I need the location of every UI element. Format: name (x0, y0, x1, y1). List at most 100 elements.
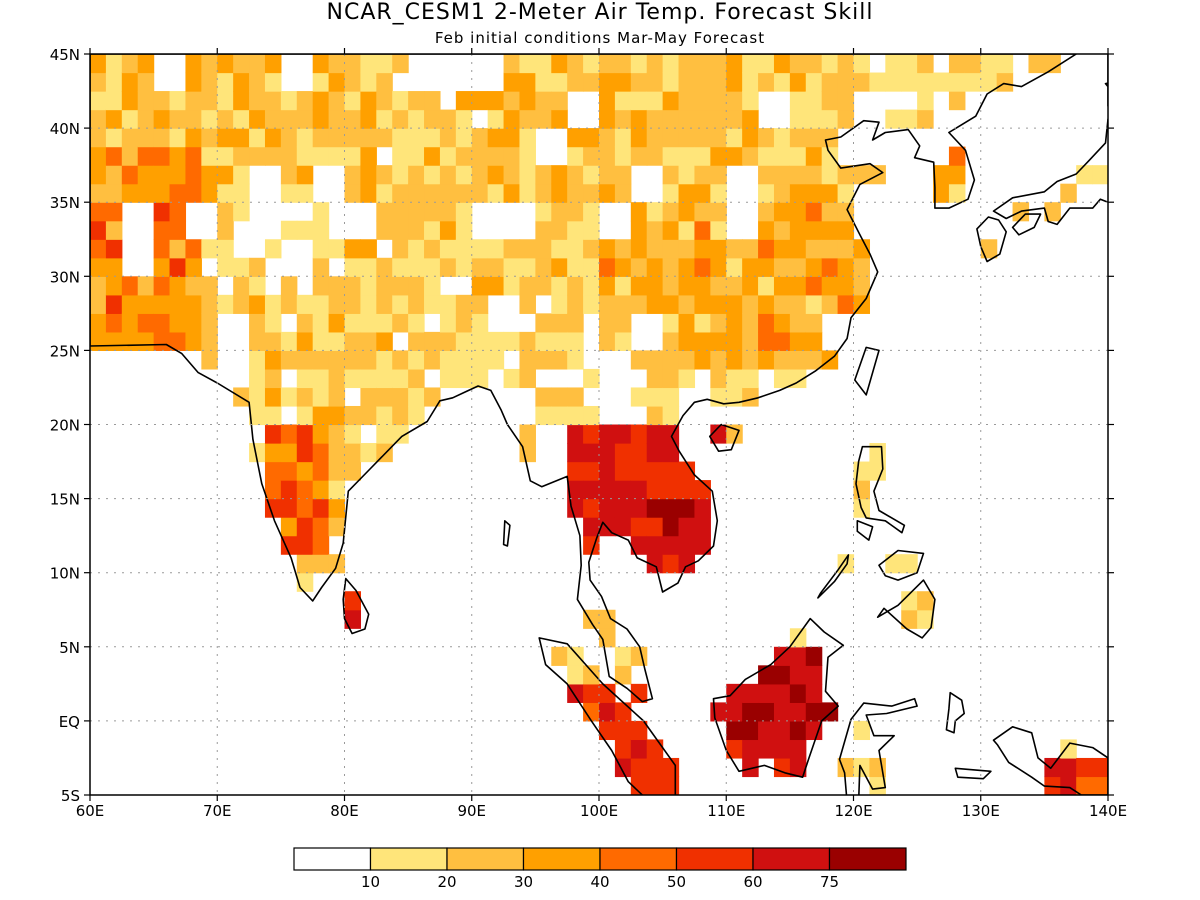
skill-cell (789, 313, 807, 333)
skill-cell (646, 480, 664, 500)
colorbar: 10 20 30 40 50 60 75 (293, 847, 907, 891)
skill-cell (726, 72, 743, 92)
skill-cell (567, 665, 584, 685)
skill-cell (742, 350, 759, 370)
skill-cell (630, 276, 648, 296)
skill-cell (789, 72, 807, 92)
skill-cell (662, 776, 680, 795)
skill-cell (455, 331, 473, 351)
skill-cell (1076, 757, 1093, 778)
skill-cell (344, 443, 362, 463)
skill-cell (773, 165, 791, 185)
skill-cell (217, 146, 234, 166)
skill-cell (233, 109, 250, 129)
skill-cell (455, 202, 473, 222)
skill-cell (630, 739, 648, 759)
skill-cell (344, 183, 362, 203)
skill-cell (583, 128, 600, 148)
skill-cell (137, 183, 155, 203)
skill-cell (678, 128, 696, 148)
skill-cell (917, 72, 934, 92)
skill-cell (583, 368, 600, 389)
skill-cell (360, 257, 377, 277)
skill-cell (471, 331, 489, 351)
skill-cell (185, 276, 202, 296)
skill-cell (392, 368, 409, 389)
skill-cell (789, 276, 807, 296)
skill-cell (105, 91, 123, 111)
skill-cell (551, 109, 568, 129)
skill-cell (90, 91, 107, 111)
x-tick-label: 130E (962, 802, 1000, 820)
skill-cell (439, 239, 457, 259)
skill-cell (312, 294, 330, 314)
skill-cell (599, 54, 616, 74)
skill-cell (169, 313, 187, 333)
skill-cell (328, 91, 346, 111)
skill-cell (694, 480, 711, 500)
skill-cell (758, 313, 775, 333)
skill-cell (392, 128, 409, 148)
skill-cell (233, 165, 250, 185)
skill-cell (646, 109, 664, 129)
skill-cell (392, 91, 409, 111)
skill-cell (599, 146, 616, 166)
skill-cell (201, 276, 218, 296)
skill-cell (185, 146, 202, 166)
skill-cell (662, 368, 680, 389)
skill-cell (742, 757, 759, 778)
skill-cell (646, 146, 664, 166)
skill-cell (408, 331, 425, 351)
skill-cell (344, 72, 362, 92)
skill-cell (280, 443, 298, 463)
skill-cell (1092, 757, 1108, 778)
skill-cell (121, 128, 139, 148)
y-tick-label: 40N (50, 120, 80, 138)
coastline (878, 549, 925, 581)
skill-cell (583, 461, 600, 481)
skill-cell (821, 294, 839, 314)
skill-cell (614, 146, 632, 166)
skill-cell (392, 424, 409, 444)
x-tick-label: 110E (707, 802, 745, 820)
skill-cell (169, 294, 187, 314)
skill-cell (90, 128, 107, 148)
skill-cell (201, 128, 218, 148)
skill-cell (153, 202, 171, 222)
skill-cell (710, 368, 727, 389)
skill-cell (583, 202, 600, 222)
skill-cell (360, 109, 377, 129)
y-tick-label: 10N (50, 565, 80, 583)
skill-cell (837, 276, 855, 296)
skill-cell (948, 72, 966, 92)
skill-cell (424, 331, 441, 351)
skill-cell (360, 405, 377, 426)
skill-cell (758, 276, 775, 296)
skill-cell (424, 220, 441, 240)
colorbar-swatch (599, 847, 678, 871)
skill-cell (917, 91, 934, 111)
skill-cell (678, 350, 696, 370)
skill-cell (646, 72, 664, 92)
skill-cell (726, 720, 743, 741)
skill-cell (535, 109, 552, 129)
skill-cell (105, 257, 123, 277)
colorbar-swatch (522, 847, 601, 871)
skill-cell (169, 239, 187, 259)
skill-cell (233, 54, 250, 74)
skill-cell (376, 387, 393, 407)
skill-cell (296, 183, 314, 203)
skill-cell (392, 313, 409, 333)
skill-cell (328, 517, 346, 537)
skill-cell (439, 350, 457, 370)
skill-cell (567, 239, 584, 259)
skill-cell (567, 72, 584, 92)
skill-cell (328, 239, 346, 259)
skill-cell (439, 128, 457, 148)
skill-cell (551, 165, 568, 185)
skill-cell (789, 220, 807, 240)
skill-cell (837, 72, 855, 92)
skill-cell (90, 313, 107, 333)
skill-cell (90, 165, 107, 185)
skill-cell (583, 165, 600, 185)
